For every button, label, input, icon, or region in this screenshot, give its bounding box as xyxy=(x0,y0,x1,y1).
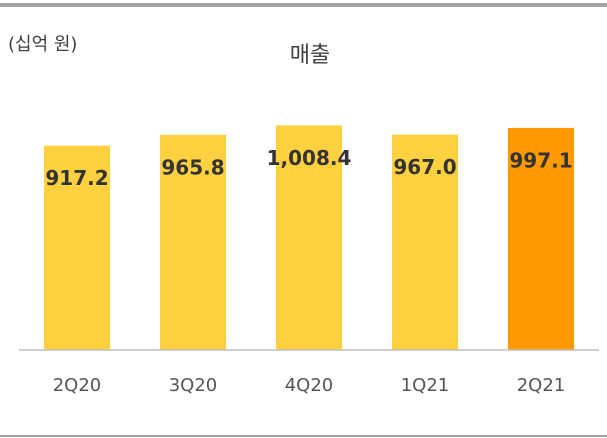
value-label: 965.8 xyxy=(161,155,224,179)
value-label: 1,008.4 xyxy=(267,146,352,170)
unit-label: (십억 원) xyxy=(8,34,77,55)
x-tick-label: 4Q20 xyxy=(285,375,334,396)
value-label: 917.2 xyxy=(45,166,108,190)
x-tick-label: 2Q21 xyxy=(517,375,566,396)
x-tick-label: 2Q20 xyxy=(53,375,102,396)
bar xyxy=(43,145,111,350)
x-tick-label: 1Q21 xyxy=(401,375,450,396)
bar xyxy=(159,134,227,350)
bar xyxy=(275,125,343,350)
value-label: 997.1 xyxy=(509,148,572,172)
chart-title: 매출 xyxy=(290,43,330,68)
bar xyxy=(391,134,459,350)
bar xyxy=(507,127,575,350)
value-label: 967.0 xyxy=(393,155,456,179)
x-tick-label: 3Q20 xyxy=(169,375,218,396)
top-rule xyxy=(0,3,607,7)
